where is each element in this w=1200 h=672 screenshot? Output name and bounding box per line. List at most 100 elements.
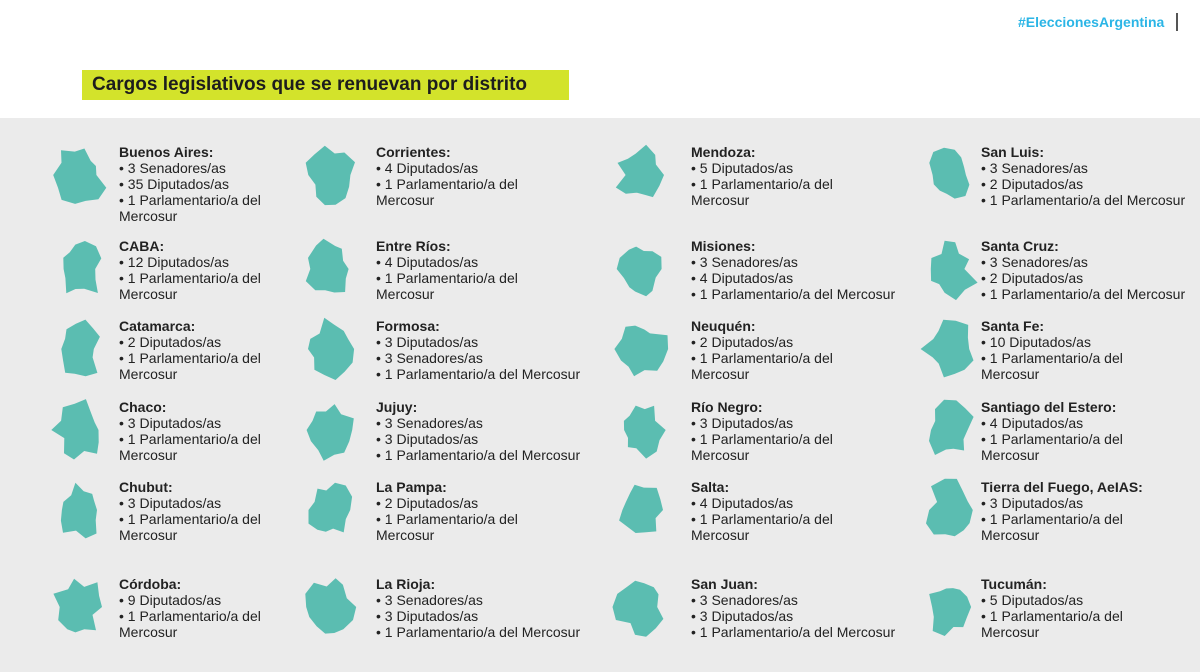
seat-item: • 3 Diputados/as: [691, 608, 794, 624]
seat-item: • 3 Diputados/as: [691, 415, 794, 431]
province-map: [929, 147, 970, 199]
district-name: Formosa:: [376, 318, 440, 334]
province-shape: [614, 325, 669, 377]
seat-item: • 3 Senadores/as: [981, 160, 1088, 176]
district-name: Chubut:: [119, 479, 173, 495]
seat-item: • 3 Diputados/as: [119, 495, 222, 511]
seat-item: • 3 Diputados/as: [981, 495, 1084, 511]
province-map: [612, 580, 664, 637]
province-map: [929, 399, 974, 455]
seat-item: • 1 Parlamentario/a del Mercosur: [691, 176, 833, 208]
seat-item: • 1 Parlamentario/a del Mercosur: [981, 350, 1123, 382]
province-shape: [53, 578, 102, 633]
seat-item: • 10 Diputados/as: [981, 334, 1091, 350]
district-block: Misiones: • 3 Senadores/as • 4 Diputados/a…: [691, 238, 895, 302]
district-name: San Luis:: [981, 144, 1045, 160]
district-block: Tierra del Fuego, AeIAS: • 3 Diputados/as…: [981, 479, 1143, 543]
province-shape: [305, 238, 349, 293]
district-name: San Juan:: [691, 576, 758, 592]
province-shape: [930, 240, 978, 301]
province-map: [63, 241, 102, 294]
district-block: Salta: • 4 Diputados/as • 1 Parlamentario/…: [691, 479, 841, 543]
district-name: Mendoza:: [691, 144, 756, 160]
province-map: [308, 317, 355, 380]
seat-item: • 5 Diputados/as: [691, 160, 794, 176]
district-block: La Pampa: • 2 Diputados/as • 1 Parlamentar…: [376, 479, 526, 543]
district-block: Mendoza: • 5 Diputados/as • 1 Parlamentari…: [691, 144, 841, 208]
seat-item: • 1 Parlamentario/a del Mercosur: [981, 192, 1186, 208]
province-map: [53, 578, 102, 633]
province-map: [306, 404, 354, 461]
province-shape: [305, 578, 357, 634]
seat-item: • 1 Parlamentario/a del Mercosur: [691, 624, 896, 640]
seat-item: • 1 Parlamentario/a del Mercosur: [376, 270, 518, 302]
seat-item: • 4 Diputados/as: [691, 270, 794, 286]
district-name: La Rioja:: [376, 576, 436, 592]
district-name: Santiago del Estero:: [981, 399, 1117, 415]
seat-item: • 5 Diputados/as: [981, 592, 1084, 608]
seat-item: • 3 Senadores/as: [981, 254, 1088, 270]
seat-item: • 1 Parlamentario/a del Mercosur: [119, 608, 261, 640]
province-map: [308, 482, 353, 533]
district-name: Salta:: [691, 479, 730, 495]
district-block: Chaco: • 3 Diputados/as • 1 Parlamentario/…: [119, 399, 269, 463]
province-map: [615, 144, 664, 198]
seat-item: • 3 Senadores/as: [119, 160, 226, 176]
province-shape: [63, 241, 102, 294]
province-shape: [308, 317, 355, 380]
separator: [1176, 13, 1178, 31]
province-shape: [305, 145, 355, 206]
seat-item: • 2 Diputados/as: [376, 495, 479, 511]
seat-item: • 1 Parlamentario/a del Mercosur: [981, 608, 1123, 640]
province-shape: [612, 580, 664, 637]
province-map: [305, 145, 355, 206]
seat-item: • 4 Diputados/as: [981, 415, 1084, 431]
seat-item: • 9 Diputados/as: [119, 592, 222, 608]
province-shape: [61, 319, 100, 377]
seat-item: • 1 Parlamentario/a del Mercosur: [119, 192, 261, 224]
seat-item: • 1 Parlamentario/a del Mercosur: [119, 511, 261, 543]
province-map: [926, 478, 973, 537]
province-map: [619, 484, 663, 533]
seat-item: • 3 Senadores/as: [691, 592, 798, 608]
seat-item: • 1 Parlamentario/a del Mercosur: [691, 511, 833, 543]
district-block: Córdoba: • 9 Diputados/as • 1 Parlamentari…: [119, 576, 269, 640]
province-map: [60, 482, 97, 539]
seat-item: • 3 Diputados/as: [376, 431, 479, 447]
district-name: Misiones:: [691, 238, 756, 254]
province-shape: [929, 399, 974, 455]
district-name: Catamarca:: [119, 318, 196, 334]
district-block: Chubut: • 3 Diputados/as • 1 Parlamentario…: [119, 479, 269, 543]
province-map: [930, 240, 978, 301]
seat-item: • 1 Parlamentario/a del Mercosur: [981, 431, 1123, 463]
province-map: [616, 246, 662, 297]
seat-item: • 1 Parlamentario/a del Mercosur: [376, 176, 518, 208]
seat-item: • 3 Senadores/as: [691, 254, 798, 270]
seat-item: • 3 Diputados/as: [119, 415, 222, 431]
seat-item: • 1 Parlamentario/a del Mercosur: [119, 270, 261, 302]
district-name: Tierra del Fuego, AeIAS:: [981, 479, 1143, 495]
district-block: San Luis: • 3 Senadores/as • 2 Diputados/a…: [981, 144, 1185, 208]
province-shape: [615, 144, 664, 198]
province-map: [305, 578, 357, 634]
seat-item: • 2 Diputados/as: [981, 176, 1084, 192]
seat-item: • 35 Diputados/as: [119, 176, 229, 192]
seat-item: • 2 Diputados/as: [691, 334, 794, 350]
seat-item: • 1 Parlamentario/a del Mercosur: [981, 511, 1123, 543]
seat-item: • 4 Diputados/as: [376, 254, 479, 270]
district-block: Río Negro: • 3 Diputados/as • 1 Parlamenta…: [691, 399, 841, 463]
seat-item: • 3 Senadores/as: [376, 592, 483, 608]
province-shape: [308, 482, 353, 533]
province-map: [51, 399, 99, 460]
district-name: Neuquén:: [691, 318, 756, 334]
seat-item: • 3 Diputados/as: [376, 334, 479, 350]
district-block: Buenos Aires: • 3 Senadores/as • 35 Diputa…: [119, 144, 269, 224]
district-block: Formosa: • 3 Diputados/as • 3 Senadores/as…: [376, 318, 580, 382]
background-panel: [0, 118, 1200, 672]
district-name: Río Negro:: [691, 399, 763, 415]
seat-item: • 12 Diputados/as: [119, 254, 229, 270]
province-shape: [926, 478, 973, 537]
seat-item: • 3 Senadores/as: [376, 350, 483, 366]
district-block: Entre Ríos: • 4 Diputados/as • 1 Parlament…: [376, 238, 526, 302]
